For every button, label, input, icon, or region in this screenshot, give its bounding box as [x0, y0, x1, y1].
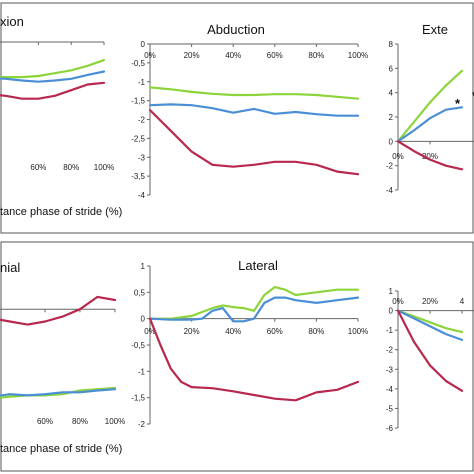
y-tick-label: -3	[386, 365, 394, 374]
x-tick-label: 60%	[30, 163, 46, 172]
panel-title: Lateral	[238, 258, 278, 273]
x-tick-label: 100%	[348, 51, 368, 60]
series-line-1	[148, 86, 360, 100]
series-line-2	[0, 388, 117, 397]
y-tick-label: -2	[386, 162, 394, 171]
y-tick-label: 1	[141, 262, 146, 271]
y-tick-label: -1	[138, 367, 146, 376]
series-line-2	[148, 296, 360, 323]
y-tick-label: -2,5	[131, 134, 145, 143]
y-tick-label: 1	[389, 287, 394, 296]
x-tick-label: 80%	[308, 51, 324, 60]
y-tick-label: -1,5	[131, 97, 145, 106]
y-tick-label: -6	[386, 424, 394, 433]
y-tick-label: 0	[141, 315, 146, 324]
x-tick-label: 60%	[267, 327, 283, 336]
x-tick-label: 60%	[267, 51, 283, 60]
panel-title: xion	[0, 14, 24, 29]
y-tick-label: -4	[386, 186, 394, 195]
y-tick-label: -4	[386, 385, 394, 394]
y-tick-label: -2	[138, 116, 146, 125]
series-line-2	[396, 309, 464, 341]
x-tick-label: 100%	[348, 327, 368, 336]
x-tick-label: 60%	[37, 417, 53, 426]
panel-5-lateral: Lateral 1 0,5 0 -0,5 -1 -1,5 -2 0% 20% 40% 60% 80% 10…	[131, 258, 368, 429]
y-tick-label: -3	[138, 153, 146, 162]
significance-marker: *	[472, 88, 474, 103]
series-line-3	[396, 309, 464, 392]
series-line-3	[0, 295, 117, 326]
series-line-3	[148, 108, 360, 176]
x-tick-label: 80%	[308, 327, 324, 336]
x-tick-label: 0%	[392, 152, 404, 161]
series-line-3	[148, 317, 360, 402]
series-line-2	[0, 70, 106, 83]
series-line-1	[148, 286, 360, 320]
x-tick-label: 0%	[144, 51, 156, 60]
y-tick-label: -1,5	[131, 394, 145, 403]
x-tick-label: 20%	[422, 152, 438, 161]
panel-2-abduction: Abduction 0 -0,5 -1 -1,5 -2 -2,5 -3 -3,5 -4 0% 20% 4…	[131, 22, 368, 200]
significance-marker: *	[455, 96, 461, 111]
panel-title: Exte	[422, 22, 448, 37]
x-tick-label: 40%	[225, 327, 241, 336]
x-tick-label: 20%	[422, 297, 438, 306]
y-tick-label: 8	[389, 40, 394, 49]
y-tick-label: -3,5	[131, 172, 145, 181]
series-line-1	[0, 58, 106, 79]
x-tick-label: 80%	[72, 417, 88, 426]
panel-4-nial: nial 60% 80% 100% tance phase of stride (%)	[0, 260, 125, 455]
panel-6-panel: 1 0 -1 -2 -3 -4 -5 -6 0% 20% 4	[386, 287, 474, 433]
x-tick-label: 100%	[94, 163, 114, 172]
series-line-3	[396, 140, 464, 171]
panel-title: Abduction	[207, 22, 265, 37]
series-line-3	[0, 81, 106, 100]
series-line-1	[396, 309, 464, 334]
series-line-1	[396, 69, 464, 143]
y-tick-label: 0,5	[134, 288, 146, 297]
y-tick-label: -0,5	[131, 341, 145, 350]
y-tick-label: -4	[138, 191, 146, 200]
y-tick-label: 0	[389, 137, 394, 146]
bottom-row-frame	[0, 241, 474, 472]
series-line-2	[148, 103, 360, 117]
x-axis-label: tance phase of stride (%)	[0, 443, 122, 455]
x-tick-label: 20%	[184, 51, 200, 60]
y-tick-label: -2	[138, 420, 146, 429]
series-line-2	[396, 106, 464, 143]
y-tick-label: -0,5	[131, 59, 145, 68]
panel-3-exte: Exte 8 6 4 2 0 -2 -4 0% 20% * *	[386, 22, 474, 195]
x-axis-label: tance phase of stride (%)	[0, 206, 122, 218]
y-tick-label: 0	[389, 307, 394, 316]
y-tick-label: 0	[141, 40, 146, 49]
top-row-frame	[0, 2, 474, 234]
x-tick-label: 40%	[225, 51, 241, 60]
y-tick-label: -2	[386, 346, 394, 355]
panel-title: nial	[0, 260, 20, 275]
x-tick-label: 80%	[63, 163, 79, 172]
x-tick-label: 4	[460, 297, 465, 306]
y-tick-label: 2	[389, 113, 394, 122]
y-tick-label: -1	[138, 78, 146, 87]
x-tick-label: 0%	[144, 327, 156, 336]
y-tick-label: -5	[386, 404, 394, 413]
y-tick-label: 6	[389, 64, 394, 73]
y-tick-label: -1	[386, 326, 394, 335]
x-tick-label: 100%	[105, 417, 125, 426]
x-tick-label: 0%	[392, 297, 404, 306]
panel-1-xion: xion 60% 80% 100% tance phase of stride (%)	[0, 14, 122, 218]
x-tick-label: 20%	[184, 327, 200, 336]
y-tick-label: 4	[389, 89, 394, 98]
